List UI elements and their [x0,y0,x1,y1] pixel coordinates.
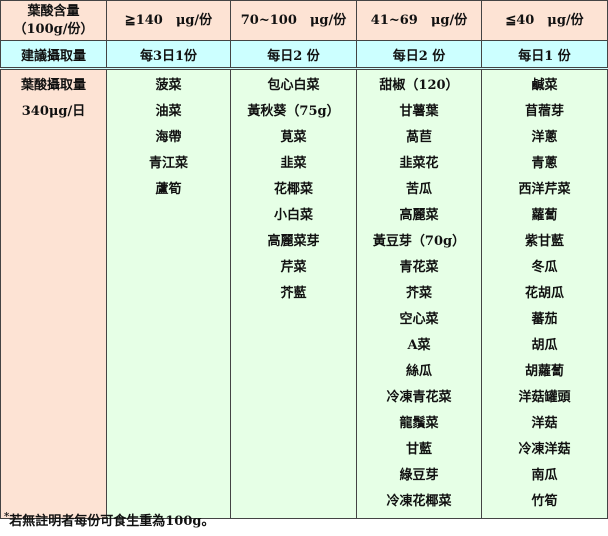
vegetable-item: 高麗菜芽 [267,234,320,249]
header-label-line1: 葉酸含量 [27,3,80,19]
vegetable-item: 冷凍洋菇 [518,442,571,457]
vegetable-item: 青江菜 [148,156,188,171]
recommend-cell: 每日1 份 [481,40,608,70]
vegetable-item: 甘薯葉 [399,104,439,119]
body-row: 葉酸攝取量 340μg/日 菠菜油菜海帶青江菜蘆筍 包心白菜黃秋葵（75g） 莧菜韭… [0,68,608,519]
vegetable-item: 鹹菜 [531,78,558,93]
vegetable-item: 蘆筍 [155,182,182,197]
vegetable-item: 西洋芹菜 [518,182,571,197]
header-cell: 41~69 μg/份 [356,0,482,41]
intake-line1: 葉酸攝取量 [20,78,86,93]
vegetable-item: 萵苣 [405,130,432,145]
vegetable-item: 高麗菜 [399,208,439,223]
vegetable-item: 紫甘藍 [524,234,564,249]
vegetable-item: 空心菜 [399,312,439,327]
vegetable-item: 洋菇 [531,416,558,431]
vegetable-item: 冬瓜 [531,260,558,275]
vegetable-item: 龍鬚菜 [399,416,439,431]
recommend-cell: 每日2 份 [356,40,482,70]
vegetable-item: 南瓜 [531,468,558,483]
footnote: *若無註明者每份可食生重為100g。 [4,510,214,529]
vegetable-list: 甜椒（120） 甘薯葉萵苣韭菜花苦瓜高麗菜黃豆芽（70g） 青花菜芥菜空心菜 A菜絲瓜… [356,68,482,519]
vegetable-item: 海帶 [155,130,182,145]
vegetable-item: 韭菜花 [399,156,439,171]
vegetable-item: 黃豆芽（70g） [372,234,466,249]
vegetable-item: 甜椒（120） [379,78,459,93]
recommend-cell: 每3日1份 [106,40,231,70]
header-cell: 70~100 μg/份 [230,0,357,41]
vegetable-item: 甘藍 [405,442,432,457]
vegetable-item: 蘿蔔 [531,208,558,223]
vegetable-item: 綠豆芽 [399,468,439,483]
vegetable-item: 莧菜 [280,130,307,145]
header-label-line2: （100g/份） [13,21,94,37]
vegetable-item: 菠菜 [155,78,182,93]
vegetable-item: 包心白菜 [267,78,320,93]
vegetable-item: 苜蓿芽 [524,104,564,119]
vegetable-item: 苦瓜 [405,182,432,197]
vegetable-list: 菠菜油菜海帶青江菜蘆筍 [106,68,231,519]
recommend-label: 建議攝取量 [0,40,107,70]
header-cell: ≦40 μg/份 [481,0,608,41]
vegetable-item: 洋蔥 [531,130,558,145]
vegetable-item: 韭菜 [280,156,307,171]
vegetable-item: A菜 [407,338,431,353]
vegetable-list: 包心白菜黃秋葵（75g） 莧菜韭菜花椰菜小白菜高麗菜芽芹菜芥藍 [230,68,357,519]
vegetable-item: 黃秋葵（75g） [247,104,340,119]
vegetable-item: 芥藍 [280,286,307,301]
folate-table: 葉酸含量 （100g/份） ≧140 μg/份 70~100 μg/份 41~69… [0,0,608,519]
vegetable-item: 蕃茄 [531,312,558,327]
vegetable-item: 花椰菜 [273,182,313,197]
vegetable-item: 洋菇罐頭 [518,390,571,405]
footnote-mark: * [4,511,10,523]
recommend-cell: 每日2 份 [230,40,357,70]
vegetable-item: 青花菜 [399,260,439,275]
vegetable-item: 青蔥 [531,156,558,171]
vegetable-item: 冷凍花椰菜 [386,494,452,509]
vegetable-item: 胡蘿蔔 [524,364,564,379]
vegetable-item: 油菜 [155,104,182,119]
header-label: 葉酸含量 （100g/份） [0,0,107,41]
intake-label: 葉酸攝取量 340μg/日 [0,68,107,519]
intake-line2: 340μg/日 [21,104,86,119]
vegetable-item: 花胡瓜 [524,286,564,301]
header-row: 葉酸含量 （100g/份） ≧140 μg/份 70~100 μg/份 41~69… [0,0,608,41]
vegetable-item: 小白菜 [273,208,313,223]
vegetable-item: 芹菜 [280,260,307,275]
recommend-row: 建議攝取量 每3日1份 每日2 份 每日2 份 每日1 份 [0,40,608,70]
vegetable-item: 竹筍 [531,494,558,509]
vegetable-list: 鹹菜苜蓿芽洋蔥青蔥西洋芹菜蘿蔔紫甘藍冬瓜花胡瓜蕃茄胡瓜胡蘿蔔洋菇罐頭洋菇冷凍洋菇… [481,68,608,519]
header-cell: ≧140 μg/份 [106,0,231,41]
vegetable-item: 冷凍青花菜 [386,390,452,405]
vegetable-item: 絲瓜 [405,364,432,379]
footnote-text: 若無註明者每份可食生重為100g。 [9,514,215,529]
vegetable-item: 芥菜 [405,286,432,301]
vegetable-item: 胡瓜 [531,338,558,353]
